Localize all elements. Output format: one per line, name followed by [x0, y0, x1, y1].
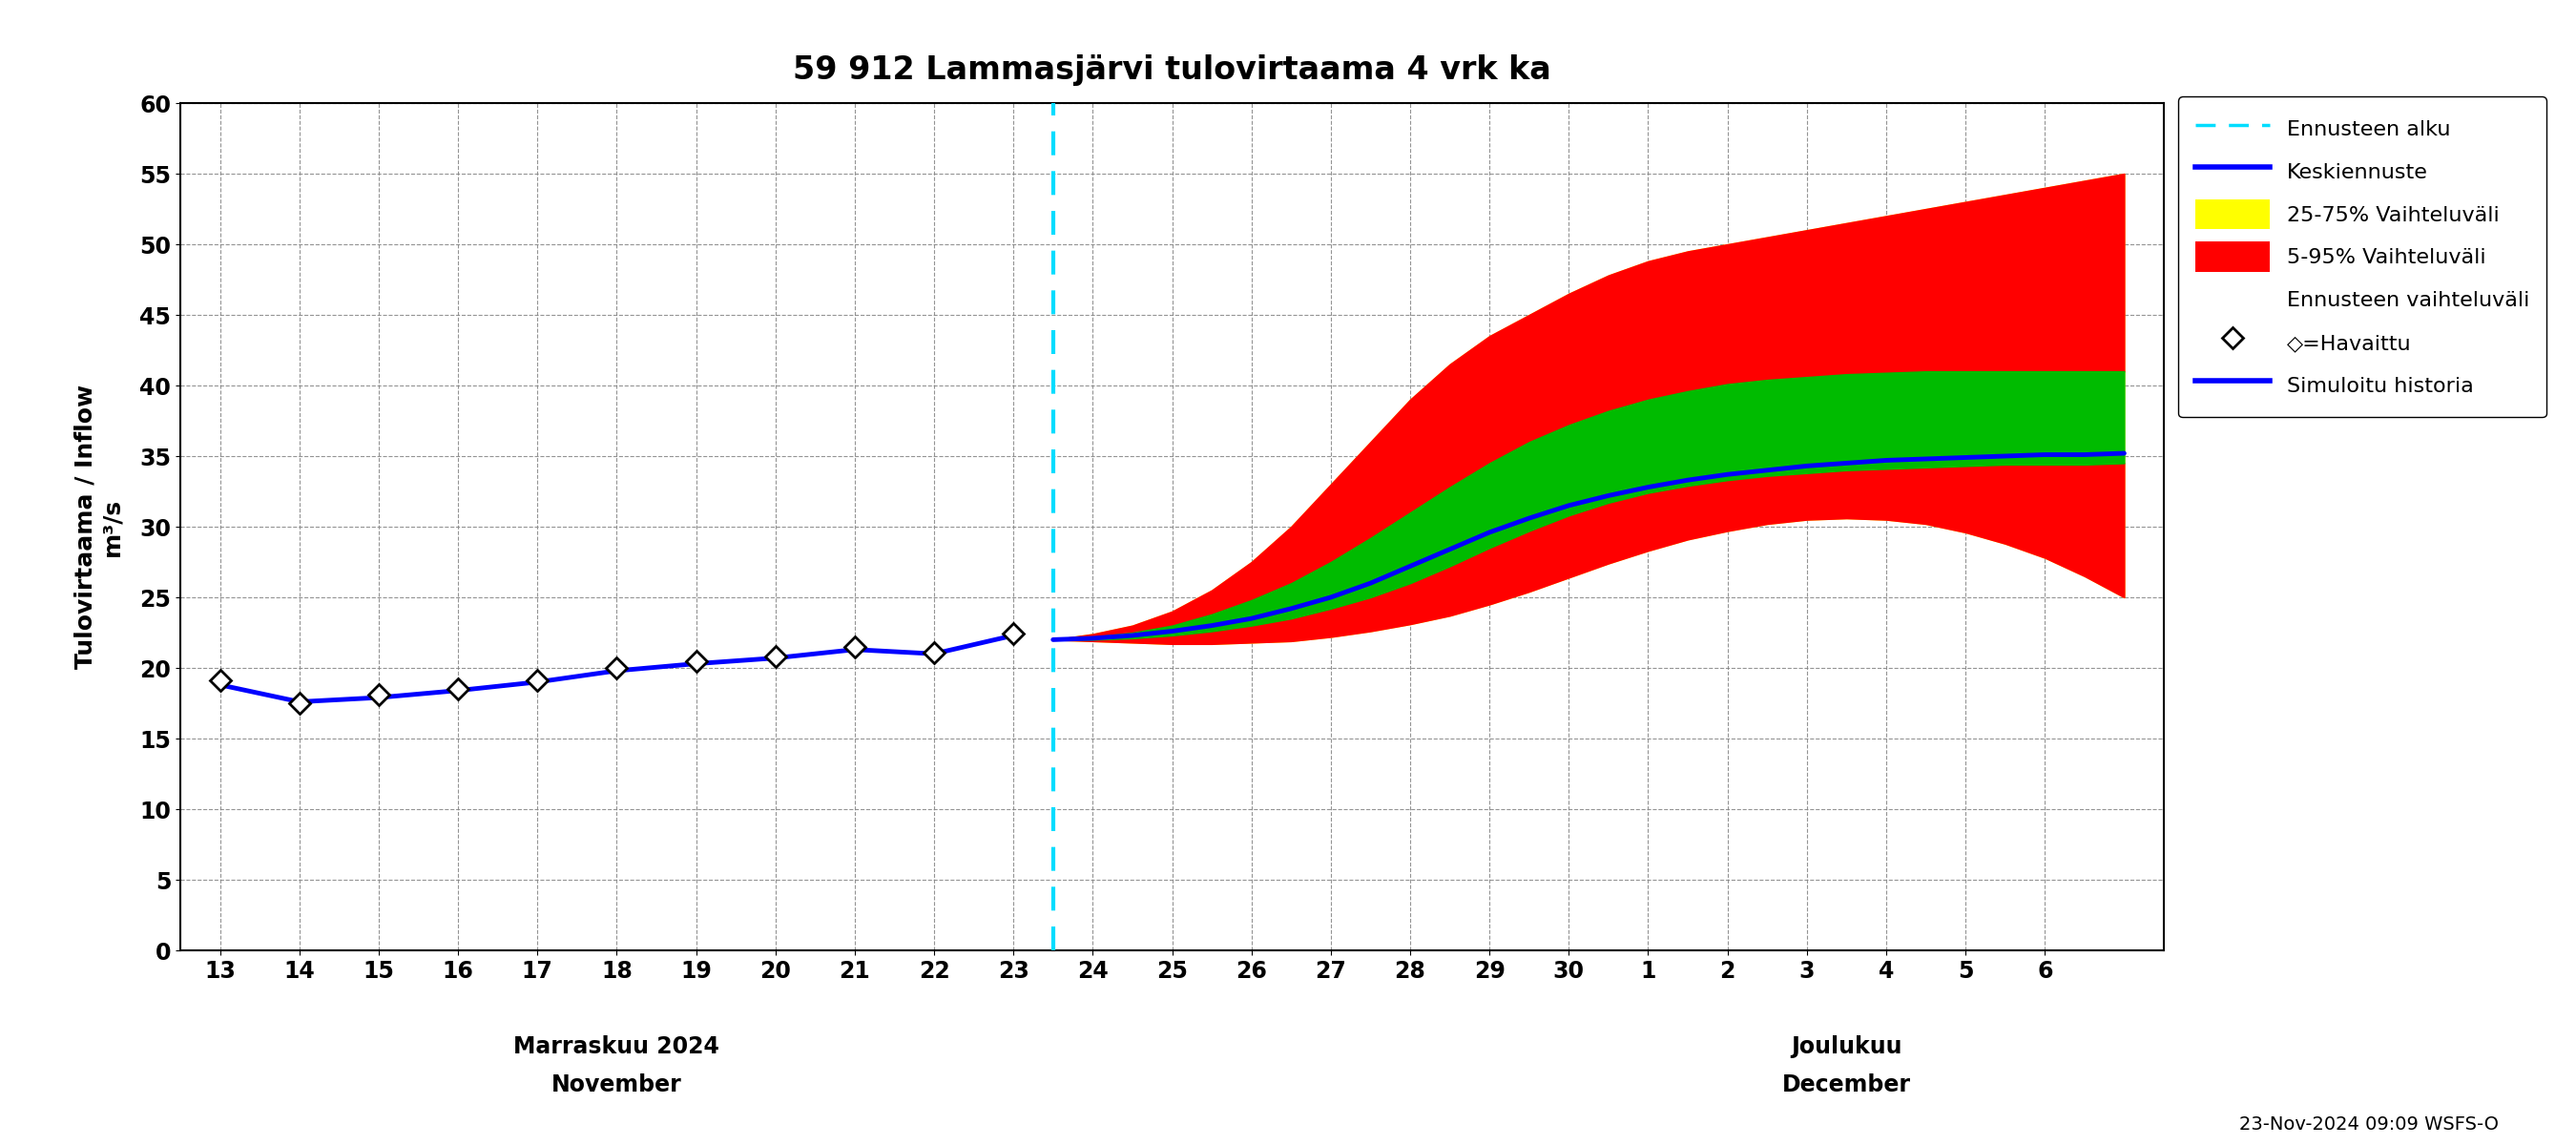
Text: December: December: [1783, 1073, 1911, 1096]
Text: 23-Nov-2024 09:09 WSFS-O: 23-Nov-2024 09:09 WSFS-O: [2239, 1115, 2499, 1134]
Legend: Ennusteen alku, Keskiennuste, 25-75% Vaihteluväli, 5-95% Vaihteluväli, Ennusteen: Ennusteen alku, Keskiennuste, 25-75% Vai…: [2179, 96, 2545, 417]
Text: Marraskuu 2024: Marraskuu 2024: [513, 1035, 719, 1058]
Text: November: November: [551, 1073, 683, 1096]
Y-axis label: Tulovirtaama / Inflow
m³/s: Tulovirtaama / Inflow m³/s: [75, 385, 124, 669]
Text: Joulukuu: Joulukuu: [1790, 1035, 1901, 1058]
Title: 59 912 Lammasjärvi tulovirtaama 4 vrk ka: 59 912 Lammasjärvi tulovirtaama 4 vrk ka: [793, 54, 1551, 86]
